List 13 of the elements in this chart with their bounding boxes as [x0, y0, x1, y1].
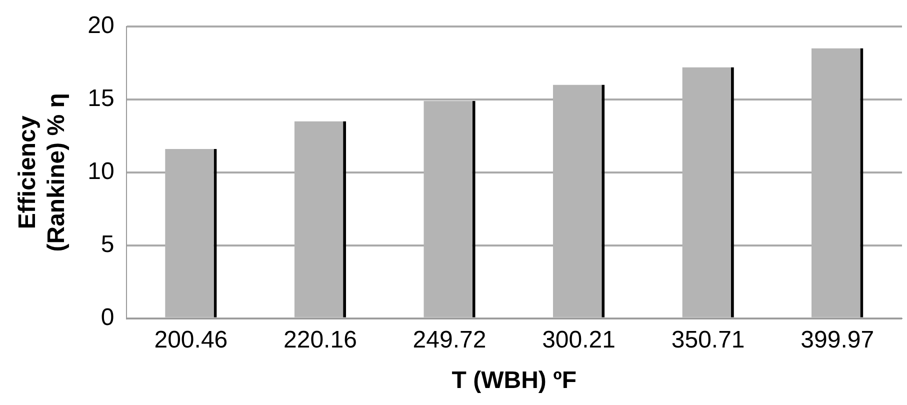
- x-tick-label: 200.46: [154, 326, 228, 354]
- x-tick-label: 220.16: [284, 326, 357, 354]
- y-tick-label: 15: [88, 85, 114, 112]
- x-tick-label: 399.97: [800, 326, 874, 354]
- x-tick-label: 300.21: [542, 326, 616, 354]
- y-tick-label: 5: [100, 231, 114, 258]
- y-tick-label: 10: [88, 158, 114, 186]
- x-tick-label: 249.72: [412, 326, 486, 354]
- x-tick-label: 350.71: [671, 326, 745, 354]
- y-tick-label: 20: [88, 12, 114, 40]
- y-tick-label: 0: [100, 304, 114, 332]
- x-axis-title: T (WBH) ºF: [452, 367, 577, 394]
- y-axis-title: Efficiency (Rankine) % η: [14, 93, 70, 252]
